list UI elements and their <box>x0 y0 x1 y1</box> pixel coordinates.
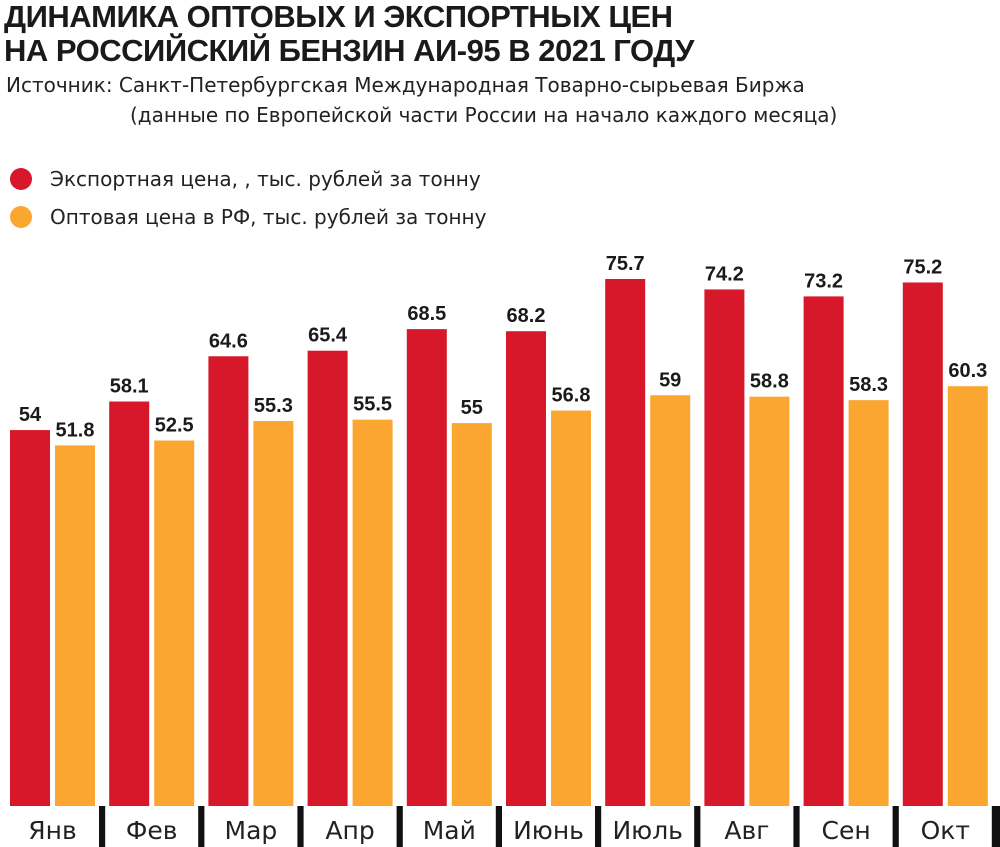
bar-wholesale-3 <box>352 419 393 806</box>
data-label-export-5: 68.2 <box>507 305 546 327</box>
bar-export-7 <box>704 289 745 807</box>
tick-label-4: Май <box>423 816 476 845</box>
data-label-export-7: 74.2 <box>705 263 744 285</box>
data-label-wholesale-6: 59 <box>659 369 681 391</box>
data-label-wholesale-5: 56.8 <box>552 385 591 407</box>
tick-box-8 <box>799 806 893 847</box>
data-label-wholesale-3: 55.5 <box>353 394 392 416</box>
legend-label-export: Экспортная цена, , тыс. рублей за тонну <box>50 167 481 191</box>
legend-item-export: Экспортная цена, , тыс. рублей за тонну <box>10 160 486 198</box>
bar-wholesale-0 <box>55 445 95 806</box>
tick-box-1 <box>105 806 199 847</box>
bar-export-0 <box>10 430 50 806</box>
bar-wholesale-6 <box>650 395 691 806</box>
tick-label-0: Янв <box>28 816 76 845</box>
data-label-export-6: 75.7 <box>606 253 645 275</box>
legend-item-wholesale: Оптовая цена в РФ, тыс. рублей за тонну <box>10 198 486 236</box>
data-label-wholesale-2: 55.3 <box>254 395 293 417</box>
source-line-1: Источник: Санкт-Петербургская Международ… <box>6 73 805 97</box>
bar-export-2 <box>208 356 249 806</box>
bar-export-6 <box>605 279 646 806</box>
data-label-wholesale-4: 55 <box>461 397 483 419</box>
tick-box-9 <box>898 806 992 847</box>
bar-wholesale-9 <box>947 386 988 806</box>
bar-wholesale-8 <box>848 400 889 806</box>
data-label-export-2: 64.6 <box>209 330 248 352</box>
source-line-2: (данные по Европейской части России на н… <box>130 103 838 127</box>
tick-label-9: Окт <box>921 816 970 845</box>
data-label-wholesale-0: 51.8 <box>56 419 95 441</box>
chart-source: Источник: Санкт-Петербургская Международ… <box>6 70 837 130</box>
legend-label-wholesale: Оптовая цена в РФ, тыс. рублей за тонну <box>50 205 487 229</box>
data-label-wholesale-8: 58.3 <box>849 374 888 396</box>
bar-export-1 <box>109 401 150 806</box>
tick-box-0 <box>0 806 99 847</box>
data-label-export-8: 73.2 <box>804 270 843 292</box>
bar-export-9 <box>902 282 943 806</box>
bar-wholesale-1 <box>154 440 195 806</box>
tick-box-4 <box>402 806 496 847</box>
bar-export-3 <box>307 350 348 806</box>
tick-label-7: Авг <box>724 816 769 845</box>
data-label-export-1: 58.1 <box>110 376 149 398</box>
bar-wholesale-2 <box>253 421 294 806</box>
data-label-export-4: 68.5 <box>407 303 446 325</box>
bar-wholesale-5 <box>551 410 591 806</box>
tick-label-5: Июнь <box>513 816 584 845</box>
chart-legend: Экспортная цена, , тыс. рублей за тонну … <box>10 160 486 236</box>
tick-box-2 <box>204 806 298 847</box>
data-label-wholesale-7: 58.8 <box>750 371 789 393</box>
tick-box-5 <box>502 806 595 847</box>
chart-title: ДИНАМИКА ОПТОВЫХ И ЭКСПОРТНЫХ ЦЕН НА РОС… <box>4 0 694 68</box>
tick-box-7 <box>700 806 794 847</box>
legend-swatch-wholesale <box>10 206 32 228</box>
tick-label-1: Фев <box>126 816 178 845</box>
data-label-export-9: 75.2 <box>903 256 942 278</box>
tick-label-8: Сен <box>822 816 871 845</box>
bar-export-5 <box>506 331 546 806</box>
bar-wholesale-4 <box>451 423 492 806</box>
tick-box-3 <box>303 806 397 847</box>
data-label-wholesale-9: 60.3 <box>948 360 987 382</box>
bar-export-8 <box>803 296 844 806</box>
data-label-export-0: 54 <box>19 404 42 426</box>
chart-title-line-1: ДИНАМИКА ОПТОВЫХ И ЭКСПОРТНЫХ ЦЕН <box>4 0 673 34</box>
tick-label-6: Июль <box>612 816 682 845</box>
tick-label-2: Мар <box>225 816 278 845</box>
bar-export-4 <box>406 329 447 806</box>
data-label-export-3: 65.4 <box>308 325 348 347</box>
tick-box-6 <box>601 806 695 847</box>
chart-title-line-2: НА РОССИЙСКИЙ БЕНЗИН АИ-95 В 2021 ГОДУ <box>4 33 694 68</box>
tick-label-3: Апр <box>325 816 374 845</box>
data-label-wholesale-1: 52.5 <box>155 415 194 437</box>
bar-wholesale-7 <box>749 396 790 806</box>
legend-swatch-export <box>10 168 32 190</box>
